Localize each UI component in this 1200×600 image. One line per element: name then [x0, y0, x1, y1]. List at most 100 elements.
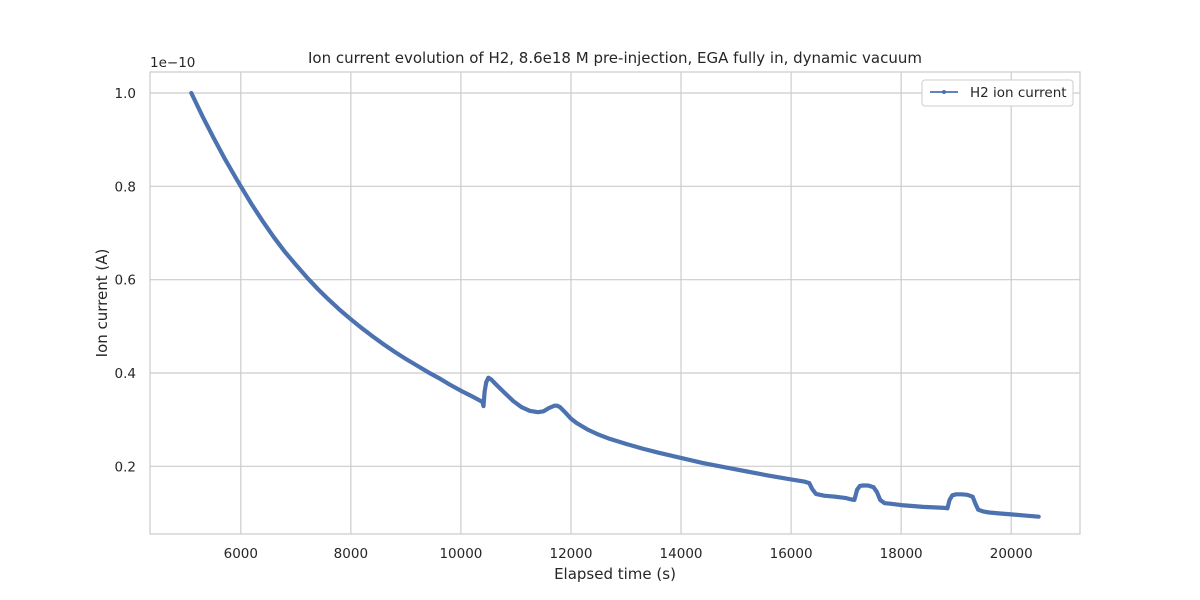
x-tick-label: 16000 [770, 546, 813, 562]
data-point [486, 375, 491, 380]
legend: H2 ion current [921, 79, 1074, 107]
data-point [932, 505, 936, 510]
data-point [316, 287, 320, 291]
data-point [547, 406, 551, 410]
data-point [803, 479, 807, 484]
data-point [503, 391, 507, 395]
data-point [981, 509, 986, 514]
data-point [519, 405, 524, 409]
data-point [494, 383, 499, 387]
data-point [305, 275, 309, 280]
data-point [585, 427, 590, 432]
data-point [371, 334, 375, 339]
data-point [871, 485, 876, 490]
data-point [574, 421, 579, 425]
data-point [404, 357, 408, 361]
data-point [338, 308, 342, 312]
data-point [222, 156, 227, 160]
data-point [283, 249, 287, 254]
x-tick-label: 10000 [439, 546, 482, 562]
data-point [745, 469, 749, 474]
data-point [657, 451, 661, 455]
data-point [211, 135, 216, 140]
data-point [189, 91, 194, 95]
data-point [640, 446, 645, 451]
y-tick-label: 0.4 [115, 366, 136, 382]
data-point [1020, 513, 1024, 518]
data-point [569, 416, 573, 421]
data-point [852, 498, 857, 502]
data-point [959, 492, 964, 497]
data-point [970, 494, 975, 499]
plot-area-background [150, 72, 1080, 534]
data-point [849, 497, 854, 502]
y-tick-label: 0.2 [115, 459, 136, 475]
data-point [822, 493, 826, 498]
data-point [239, 184, 243, 189]
y-offset-label: 1e−10 [150, 55, 195, 71]
y-tick-labels: 0.2 0.4 0.6 0.8 1.0 [115, 86, 136, 475]
data-point [607, 437, 612, 441]
data-point [807, 481, 812, 485]
x-tick-label: 20000 [990, 546, 1033, 562]
data-point [855, 487, 859, 492]
data-point [294, 262, 298, 267]
data-point [459, 388, 463, 393]
data-point [998, 511, 1002, 516]
data-point [679, 456, 683, 460]
data-point [489, 377, 494, 382]
data-point [511, 399, 515, 403]
data-point [833, 494, 837, 499]
legend-marker-swatch [942, 90, 946, 94]
x-tick-label: 14000 [660, 546, 703, 562]
data-point [973, 501, 978, 506]
data-point [393, 350, 397, 354]
data-point [349, 317, 353, 322]
data-point [701, 461, 705, 465]
data-point [200, 114, 205, 118]
x-tick-labels: 6000 8000 10000 12000 14000 16000 18000 20000 [224, 546, 1033, 562]
y-tick-label: 0.8 [115, 179, 136, 195]
data-point [536, 410, 540, 415]
data-point [415, 363, 419, 368]
data-point [976, 507, 980, 512]
y-tick-label: 0.6 [115, 273, 136, 289]
data-point [860, 483, 865, 488]
x-tick-label: 12000 [549, 546, 592, 562]
data-point [448, 382, 452, 387]
data-point [1036, 514, 1041, 519]
data-point [767, 473, 771, 478]
data-point [555, 403, 559, 408]
grid-lines [150, 72, 1080, 534]
data-point [261, 219, 265, 224]
x-axis-label: Elapsed time (s) [554, 565, 676, 583]
x-tick-label: 8000 [334, 546, 368, 562]
data-point [987, 510, 991, 515]
data-point [558, 405, 562, 409]
chart-title: Ion current evolution of H2, 8.6e18 M pr… [308, 49, 922, 67]
data-point [814, 492, 818, 496]
data-point [878, 498, 882, 502]
data-point [882, 501, 887, 506]
data-point [480, 400, 485, 404]
data-point [810, 486, 814, 491]
data-point [942, 506, 947, 510]
data-point [624, 442, 628, 446]
y-axis-label: Ion current (A) [93, 249, 111, 358]
y-tick-label: 1.0 [115, 86, 136, 102]
plot-frame [149, 71, 1081, 535]
legend-box [921, 79, 1074, 107]
data-point [426, 370, 430, 374]
data-point [596, 432, 601, 437]
data-point [866, 483, 870, 488]
data-point [910, 504, 914, 508]
data-point [481, 404, 486, 408]
data-point [789, 477, 793, 482]
series-layer [189, 90, 1041, 519]
data-point [360, 326, 364, 331]
data-point [858, 484, 862, 488]
data-point [484, 380, 489, 385]
data-point [888, 501, 892, 506]
data-point [723, 465, 727, 470]
